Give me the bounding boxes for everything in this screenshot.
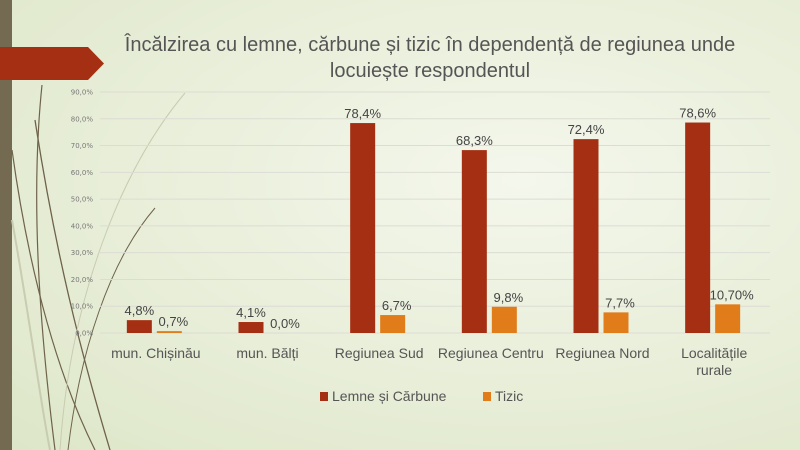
data-label: 78,6% xyxy=(679,106,716,121)
data-label: 10,70% xyxy=(710,287,755,302)
x-tick-label: mun. Chișinău xyxy=(111,345,201,361)
x-tick-label: mun. Bălți xyxy=(236,345,298,361)
y-tick-label: 80,0% xyxy=(71,115,94,123)
side-strip xyxy=(0,0,12,450)
y-tick-label: 30,0% xyxy=(71,249,94,257)
x-tick-label: Regiunea Sud xyxy=(335,345,424,361)
legend-label: Tizic xyxy=(495,388,523,404)
x-tick-label: Regiunea Nord xyxy=(555,345,649,361)
data-label: 6,7% xyxy=(382,298,412,313)
data-label: 78,4% xyxy=(344,106,381,121)
data-label: 9,8% xyxy=(494,290,524,305)
data-label: 7,7% xyxy=(605,295,635,310)
bar-tizic-5 xyxy=(715,304,741,333)
data-label: 68,3% xyxy=(456,133,493,148)
bar-lemne-2 xyxy=(350,123,376,333)
data-label: 4,8% xyxy=(125,303,155,318)
y-tick-label: 0,0% xyxy=(75,330,93,338)
y-tick-label: 10,0% xyxy=(71,303,94,311)
data-label: 4,1% xyxy=(236,305,266,320)
y-tick-label: 60,0% xyxy=(71,169,94,177)
bar-tizic-0 xyxy=(156,331,182,333)
y-tick-label: 90,0% xyxy=(71,89,94,97)
bar-tizic-3 xyxy=(491,306,517,333)
y-tick-label: 50,0% xyxy=(71,196,94,204)
legend-label: Lemne și Cărbune xyxy=(332,388,447,404)
x-tick-label: Localitățile rurale xyxy=(681,345,747,378)
x-tick-label: Regiunea Centru xyxy=(438,345,544,361)
legend-swatch xyxy=(320,392,328,401)
bar-lemne-0 xyxy=(126,320,152,333)
chart-title: Încălzirea cu lemne, cărbune și tizic în… xyxy=(124,34,736,82)
bar-lemne-1 xyxy=(238,322,264,333)
data-label: 0,0% xyxy=(270,316,300,331)
title-banner-arrow xyxy=(0,47,104,80)
y-tick-label: 70,0% xyxy=(71,142,94,150)
bar-tizic-2 xyxy=(380,315,406,333)
bar-lemne-4 xyxy=(573,139,599,333)
y-tick-label: 20,0% xyxy=(71,276,94,284)
bar-lemne-5 xyxy=(685,122,711,333)
legend-swatch xyxy=(483,392,491,401)
data-label: 0,7% xyxy=(159,314,189,329)
bar-tizic-4 xyxy=(603,312,629,333)
data-label: 72,4% xyxy=(568,122,605,137)
bar-lemne-3 xyxy=(461,150,487,333)
y-tick-label: 40,0% xyxy=(71,222,94,230)
